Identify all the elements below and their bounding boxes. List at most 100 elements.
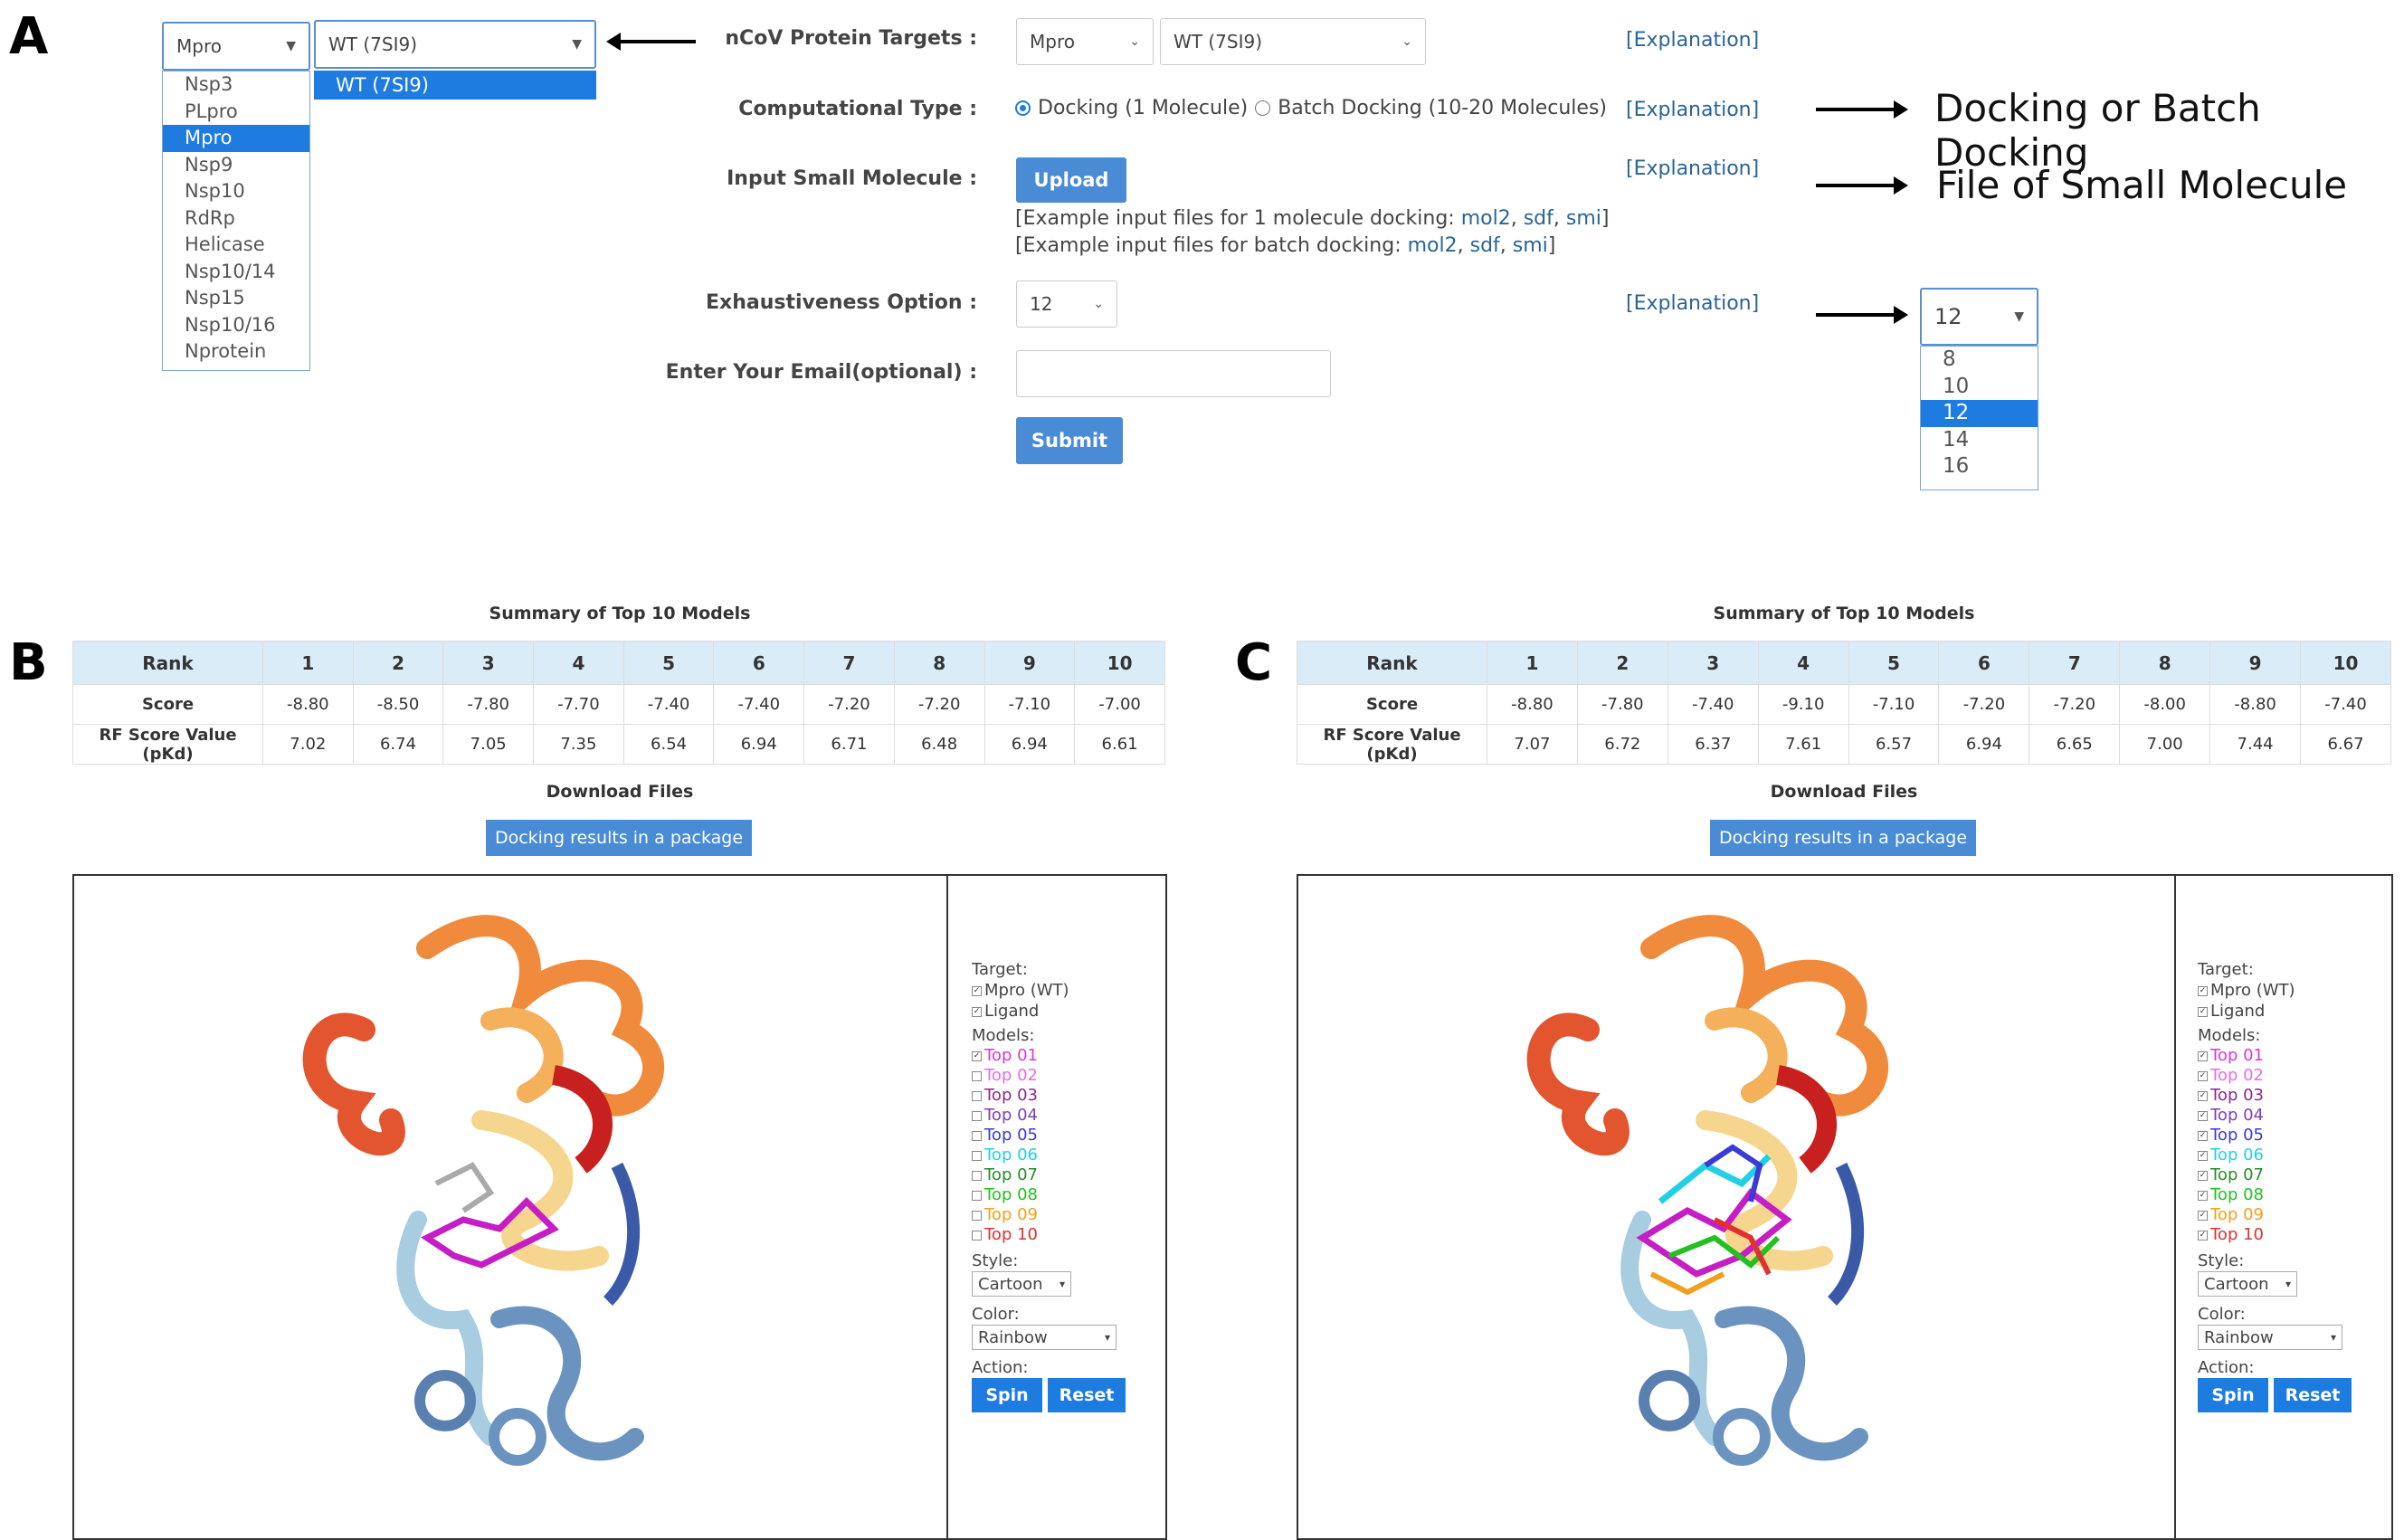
- download-package-button-b[interactable]: Docking results in a package: [486, 820, 752, 856]
- checkbox-icon[interactable]: ✓: [2198, 1006, 2208, 1017]
- example-1-mol2-link[interactable]: mol2: [1460, 207, 1511, 230]
- target-select[interactable]: Mpro ⌄: [1016, 18, 1154, 65]
- checkbox-icon[interactable]: ✓: [2198, 1050, 2208, 1061]
- model-checkbox[interactable]: Top 07: [972, 1165, 1153, 1185]
- explanation-link-exhaustiveness[interactable]: [Explanation]: [1626, 292, 1760, 315]
- variant-select[interactable]: WT (7SI9) ⌄: [1160, 18, 1426, 65]
- table-cell: 7.05: [442, 724, 535, 765]
- model-checkbox[interactable]: ✓ Top 08: [2198, 1185, 2379, 1205]
- checkbox-icon[interactable]: ✓: [972, 1050, 982, 1061]
- model-checkbox[interactable]: ✓ Top 06: [2198, 1145, 2379, 1165]
- variant-dropdown[interactable]: WT (7SI9) ▼: [314, 20, 596, 69]
- protein-option[interactable]: Mpro: [163, 125, 309, 152]
- reset-button[interactable]: Reset: [1048, 1378, 1126, 1412]
- model-checkbox[interactable]: ✓ Top 10: [2198, 1225, 2379, 1245]
- checkbox-icon[interactable]: [972, 1190, 982, 1201]
- checkbox-icon[interactable]: ✓: [2198, 1190, 2208, 1201]
- style-select[interactable]: Cartoon ▾: [2198, 1271, 2297, 1297]
- protein-option[interactable]: Nsp10/14: [185, 260, 276, 282]
- example-2-smi-link[interactable]: smi: [1512, 234, 1548, 257]
- checkbox-icon[interactable]: ✓: [2198, 1150, 2208, 1161]
- checkbox-icon[interactable]: [972, 1070, 982, 1081]
- checkbox-icon[interactable]: [972, 1090, 982, 1101]
- model-checkbox[interactable]: ✓ Top 03: [2198, 1086, 2379, 1106]
- checkbox-icon[interactable]: [972, 1110, 982, 1121]
- model-checkbox[interactable]: Top 04: [972, 1106, 1153, 1126]
- color-select[interactable]: Rainbow ▾: [972, 1325, 1116, 1350]
- protein-structure-image[interactable]: [1479, 894, 2022, 1509]
- protein-structure-image[interactable]: [255, 894, 798, 1509]
- model-checkbox[interactable]: Top 06: [972, 1145, 1153, 1165]
- model-checkbox[interactable]: Top 02: [972, 1066, 1153, 1086]
- checkbox-icon[interactable]: [972, 1150, 982, 1161]
- table-row: RF Score Value (pKd) 7.07 6.72 6.37 7.61 6.57…: [1297, 724, 2391, 765]
- target-checkbox[interactable]: ✓ Mpro (WT): [972, 980, 1153, 1001]
- model-checkbox[interactable]: ✓ Top 07: [2198, 1165, 2379, 1185]
- protein-option[interactable]: PLpro: [185, 100, 238, 122]
- checkbox-icon[interactable]: [972, 1210, 982, 1221]
- spin-button[interactable]: Spin: [972, 1378, 1042, 1412]
- spin-button[interactable]: Spin: [2198, 1378, 2268, 1412]
- exhaustiveness-option[interactable]: 8: [1943, 347, 1956, 371]
- radio-docking[interactable]: [1015, 100, 1031, 116]
- radio-batch[interactable]: [1255, 100, 1271, 116]
- checkbox-icon[interactable]: ✓: [972, 985, 982, 996]
- protein-option[interactable]: Nsp10: [185, 180, 245, 202]
- exhaustiveness-option[interactable]: 16: [1943, 454, 1970, 478]
- example-2-mol2-link[interactable]: mol2: [1407, 234, 1458, 257]
- exhaustiveness-dropdown[interactable]: 12 ▼: [1920, 288, 2038, 346]
- color-select[interactable]: Rainbow ▾: [2198, 1325, 2342, 1350]
- explanation-link-comp-type[interactable]: [Explanation]: [1626, 99, 1760, 121]
- example-1-smi-link[interactable]: smi: [1565, 207, 1601, 230]
- model-checkbox[interactable]: ✓ Top 04: [2198, 1106, 2379, 1126]
- exhaustiveness-option[interactable]: 10: [1943, 374, 1970, 398]
- explanation-link-input[interactable]: [Explanation]: [1626, 157, 1760, 180]
- reset-button[interactable]: Reset: [2274, 1378, 2352, 1412]
- upload-button[interactable]: Upload: [1016, 157, 1126, 203]
- checkbox-icon[interactable]: [972, 1170, 982, 1181]
- model-checkbox[interactable]: Top 05: [972, 1126, 1153, 1145]
- checkbox-icon[interactable]: [972, 1130, 982, 1141]
- checkbox-icon[interactable]: ✓: [2198, 1230, 2208, 1241]
- checkbox-icon[interactable]: ✓: [2198, 1210, 2208, 1221]
- variant-option[interactable]: WT (7SI9): [314, 71, 596, 100]
- protein-option[interactable]: Nsp9: [185, 153, 233, 176]
- download-package-button-c[interactable]: Docking results in a package: [1710, 820, 1976, 856]
- protein-option[interactable]: Nsp3: [185, 73, 233, 95]
- email-input[interactable]: [1016, 350, 1331, 397]
- submit-button[interactable]: Submit: [1016, 417, 1123, 464]
- model-checkbox[interactable]: ✓ Top 05: [2198, 1126, 2379, 1145]
- checkbox-icon[interactable]: ✓: [2198, 1070, 2208, 1081]
- model-checkbox[interactable]: Top 10: [972, 1225, 1153, 1245]
- checkbox-icon[interactable]: ✓: [2198, 1170, 2208, 1181]
- model-checkbox[interactable]: ✓ Top 09: [2198, 1205, 2379, 1225]
- protein-dropdown[interactable]: Mpro ▼: [162, 22, 310, 71]
- checkbox-icon[interactable]: ✓: [972, 1006, 982, 1017]
- checkbox-icon[interactable]: ✓: [2198, 1110, 2208, 1121]
- checkbox-icon[interactable]: ✓: [2198, 1130, 2208, 1141]
- example-2-sdf-link[interactable]: sdf: [1469, 234, 1500, 257]
- style-select[interactable]: Cartoon ▾: [972, 1271, 1071, 1297]
- protein-option[interactable]: Nprotein: [185, 340, 267, 362]
- model-checkbox[interactable]: ✓ Top 02: [2198, 1066, 2379, 1086]
- explanation-link-targets[interactable]: [Explanation]: [1626, 29, 1760, 52]
- model-checkbox[interactable]: Top 09: [972, 1205, 1153, 1225]
- exhaustiveness-option[interactable]: 14: [1943, 427, 1970, 452]
- model-checkbox[interactable]: Top 08: [972, 1185, 1153, 1205]
- target-checkbox[interactable]: ✓ Mpro (WT): [2198, 980, 2379, 1001]
- protein-option[interactable]: Helicase: [185, 233, 265, 255]
- model-checkbox[interactable]: ✓ Top 01: [2198, 1046, 2379, 1066]
- checkbox-icon[interactable]: ✓: [2198, 1090, 2208, 1101]
- exhaustiveness-option[interactable]: 12: [1921, 400, 2038, 427]
- exhaustiveness-select[interactable]: 12 ⌄: [1016, 280, 1117, 328]
- protein-option[interactable]: Nsp15: [185, 287, 245, 309]
- ligand-checkbox[interactable]: ✓ Ligand: [972, 1001, 1153, 1022]
- example-1-sdf-link[interactable]: sdf: [1523, 207, 1554, 230]
- protein-option[interactable]: Nsp10/16: [185, 313, 276, 336]
- checkbox-icon[interactable]: ✓: [2198, 985, 2208, 996]
- model-checkbox[interactable]: ✓ Top 01: [972, 1046, 1153, 1066]
- ligand-checkbox[interactable]: ✓ Ligand: [2198, 1001, 2379, 1022]
- protein-option[interactable]: RdRp: [185, 206, 235, 229]
- model-checkbox[interactable]: Top 03: [972, 1086, 1153, 1106]
- checkbox-icon[interactable]: [972, 1230, 982, 1241]
